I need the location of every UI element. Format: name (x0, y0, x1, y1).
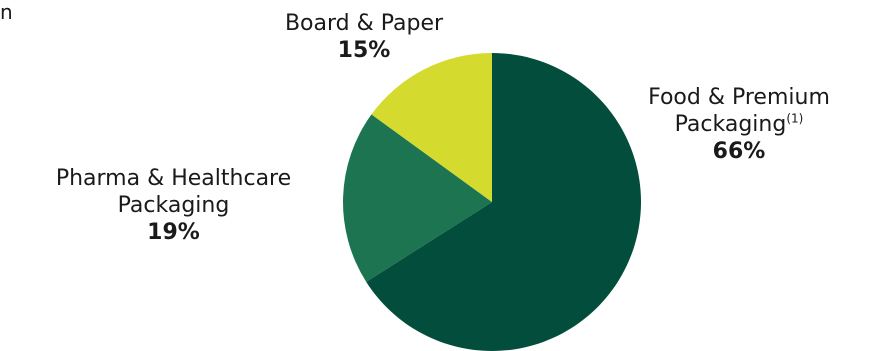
label-food-premium-name-line2: Packaging (674, 112, 787, 137)
label-board-paper-value: 15% (337, 38, 391, 63)
label-pharma-healthcare: Pharma & Healthcare Packaging 19% (6, 165, 341, 246)
pie-slice-pharma (342, 114, 492, 282)
corner-text-fragment: n (0, 0, 13, 24)
label-food-premium-footnote: (1) (786, 111, 804, 126)
label-pharma-healthcare-name-line1: Pharma & Healthcare (55, 166, 292, 191)
label-food-premium: Food & Premium Packaging(1) 66% (604, 84, 874, 165)
label-board-paper-name: Board & Paper (284, 11, 444, 36)
pie-slice-board (371, 52, 492, 202)
label-food-premium-name-line1: Food & Premium (648, 85, 830, 110)
label-board-paper: Board & Paper 15% (229, 10, 499, 64)
label-food-premium-value: 66% (712, 139, 766, 164)
label-pharma-healthcare-name-line2: Packaging (117, 193, 230, 218)
pie-slice-food (366, 53, 641, 351)
label-pharma-healthcare-value: 19% (147, 220, 200, 245)
